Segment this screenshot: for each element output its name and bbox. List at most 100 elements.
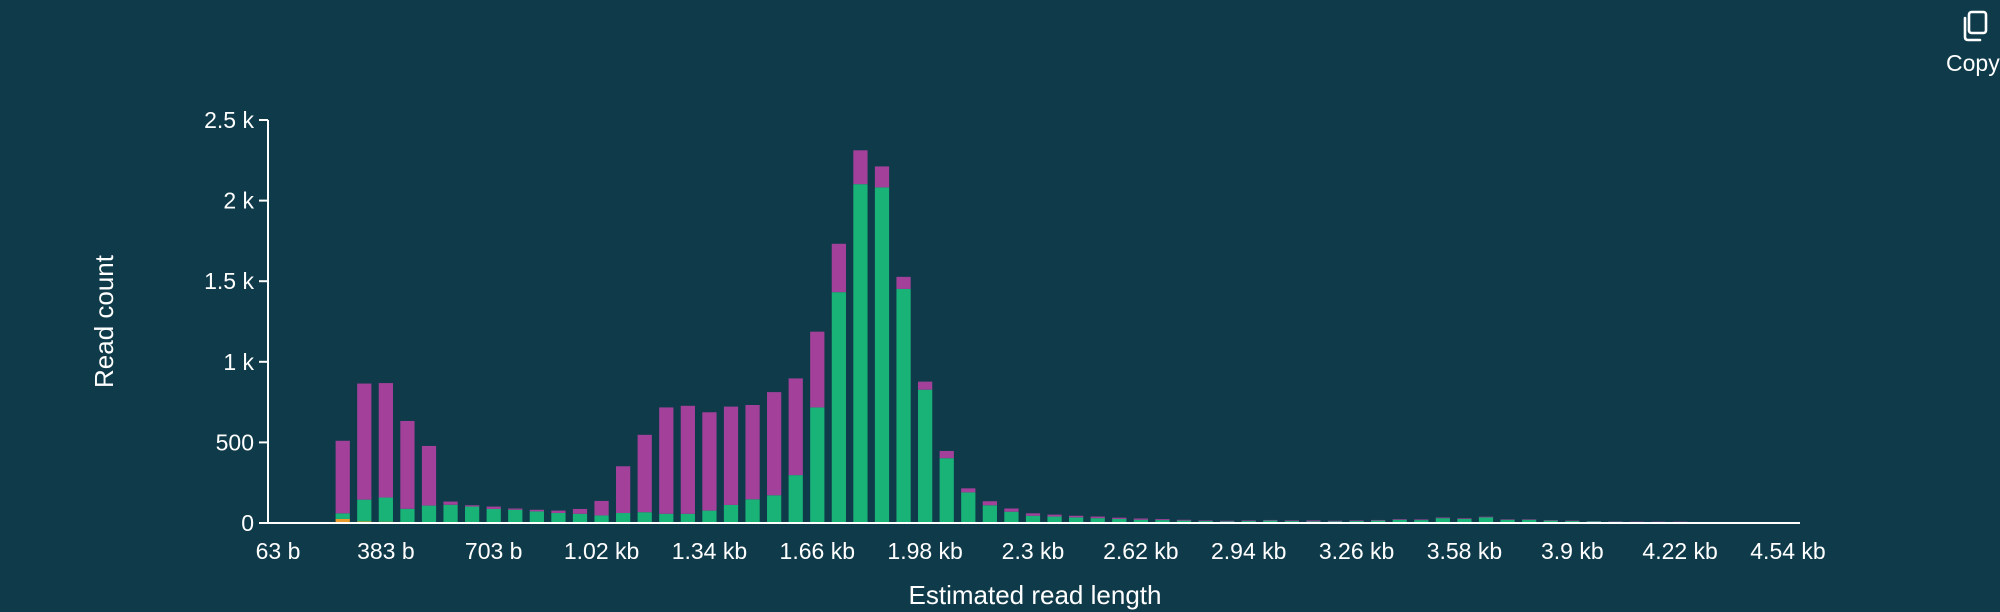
bar-segment-2-15 bbox=[659, 407, 674, 514]
bar-segment-2-0 bbox=[335, 440, 350, 514]
bar-segment-1-32 bbox=[1025, 515, 1041, 523]
x-tick-label-7: 2.3 kb bbox=[1002, 538, 1065, 564]
bar-segment-1-22 bbox=[810, 407, 825, 523]
bar-segment-1-4 bbox=[421, 505, 437, 523]
bar-segment-1-30 bbox=[982, 505, 997, 523]
bar-segment-2-4 bbox=[421, 445, 437, 506]
y-tick-label-0: 0 bbox=[241, 510, 254, 536]
bar-segment-1-31 bbox=[1004, 511, 1019, 523]
bar-segment-2-31 bbox=[1004, 508, 1019, 512]
bar-segment-2-32 bbox=[1025, 513, 1041, 516]
bar-segment-1-25 bbox=[874, 187, 890, 523]
bar-segment-2-1 bbox=[357, 383, 372, 500]
bar-segment-2-36 bbox=[1112, 517, 1127, 519]
bar-segment-2-17 bbox=[702, 412, 717, 511]
bar-segment-2-43 bbox=[1263, 519, 1278, 521]
bar-segment-1-29 bbox=[961, 492, 976, 523]
bar-segment-1-48 bbox=[1371, 520, 1386, 523]
bar-segment-2-29 bbox=[961, 488, 976, 493]
bar-segment-1-27 bbox=[918, 389, 933, 523]
x-ticks: 63 b 383 b 703 b 1.02 kb 1.34 kb 1.66 kb 1.98 … bbox=[256, 538, 1826, 564]
bar-segment-2-35 bbox=[1090, 516, 1105, 519]
axes bbox=[267, 120, 1800, 524]
x-tick-label-4: 1.34 kb bbox=[672, 538, 747, 564]
x-tick-label-12: 3.9 kb bbox=[1541, 538, 1604, 564]
bar-segment-2-20 bbox=[767, 392, 782, 496]
bars-layer bbox=[335, 150, 1774, 523]
bar-segment-2-2 bbox=[378, 383, 393, 498]
x-tick-label-13: 4.22 kb bbox=[1642, 538, 1717, 564]
bar-segment-0-0 bbox=[335, 518, 350, 523]
bar-segment-2-14 bbox=[637, 434, 652, 513]
y-ticks: 0 500 1 k 1.5 k 2 k 2.5 k bbox=[204, 107, 268, 536]
y-tick-label-1: 500 bbox=[216, 429, 254, 455]
bar-segment-1-36 bbox=[1112, 518, 1127, 523]
bar-segment-2-37 bbox=[1133, 518, 1148, 520]
bar-segment-2-8 bbox=[508, 508, 523, 510]
bar-segment-1-1 bbox=[357, 499, 372, 522]
x-tick-label-9: 2.94 kb bbox=[1211, 538, 1286, 564]
bar-segment-1-34 bbox=[1069, 517, 1084, 523]
bar-segment-1-3 bbox=[400, 508, 415, 523]
bar-segment-2-13 bbox=[616, 466, 631, 514]
bar-segment-2-39 bbox=[1176, 519, 1192, 521]
bar-segment-2-11 bbox=[572, 508, 588, 514]
bar-segment-2-5 bbox=[443, 501, 458, 505]
bar-segment-2-3 bbox=[400, 420, 415, 509]
bar-segment-1-51 bbox=[1435, 518, 1450, 523]
bar-segment-1-20 bbox=[767, 495, 782, 523]
bar-segment-1-8 bbox=[508, 509, 523, 523]
bar-segment-1-7 bbox=[486, 508, 501, 523]
bar-segment-1-52 bbox=[1457, 518, 1472, 523]
bar-segment-1-11 bbox=[572, 513, 588, 523]
bar-segment-1-2 bbox=[378, 497, 393, 522]
bar-segment-1-14 bbox=[637, 512, 652, 523]
bar-segment-2-18 bbox=[723, 406, 739, 505]
bar-segment-2-49 bbox=[1392, 519, 1407, 520]
bar-segment-1-39 bbox=[1176, 520, 1192, 523]
bar-segment-1-54 bbox=[1500, 519, 1515, 523]
bar-segment-1-6 bbox=[465, 506, 480, 523]
bar-segment-2-26 bbox=[896, 276, 911, 289]
bar-segment-2-12 bbox=[594, 500, 609, 516]
bar-segment-1-19 bbox=[745, 499, 760, 523]
bar-segment-2-16 bbox=[680, 405, 695, 514]
x-tick-label-6: 1.98 kb bbox=[887, 538, 962, 564]
bar-segment-1-23 bbox=[831, 292, 846, 523]
y-tick-label-2: 1 k bbox=[223, 349, 254, 375]
x-tick-label-10: 3.26 kb bbox=[1319, 538, 1394, 564]
bar-segment-1-35 bbox=[1090, 518, 1105, 523]
bar-segment-2-22 bbox=[810, 331, 825, 408]
bar-segment-2-27 bbox=[918, 381, 933, 390]
bar-segment-2-44 bbox=[1284, 520, 1299, 522]
y-tick-label-3: 1.5 k bbox=[204, 268, 254, 294]
bar-segment-2-24 bbox=[853, 150, 868, 185]
bar-segment-2-19 bbox=[745, 405, 760, 500]
bar-segment-2-7 bbox=[486, 506, 501, 509]
bar-segment-1-43 bbox=[1263, 520, 1278, 523]
x-axis-title: Estimated read length bbox=[909, 580, 1162, 610]
bar-segment-1-13 bbox=[616, 513, 631, 523]
bar-segment-2-38 bbox=[1155, 519, 1170, 521]
bar-segment-1-15 bbox=[659, 513, 674, 523]
bar-segment-2-40 bbox=[1198, 520, 1213, 522]
copy-button[interactable]: Copy bbox=[1944, 6, 2000, 78]
bar-segment-1-12 bbox=[594, 515, 609, 523]
bar-segment-1-21 bbox=[788, 475, 803, 523]
bar-segment-2-10 bbox=[551, 510, 566, 514]
bar-segment-2-53 bbox=[1478, 516, 1494, 518]
bar-segment-1-50 bbox=[1414, 520, 1429, 523]
bar-segment-2-42 bbox=[1241, 520, 1256, 522]
bar-segment-1-26 bbox=[896, 288, 911, 523]
bar-segment-2-41 bbox=[1220, 520, 1235, 522]
bar-segment-2-28 bbox=[939, 450, 954, 459]
bar-segment-1-0 bbox=[335, 513, 350, 519]
bar-segment-1-17 bbox=[702, 510, 717, 523]
bar-segment-2-46 bbox=[1327, 520, 1343, 522]
bar-segment-2-9 bbox=[529, 509, 544, 512]
copy-icon bbox=[1963, 10, 1988, 42]
bar-segment-2-25 bbox=[874, 166, 890, 188]
bar-segment-1-28 bbox=[939, 458, 954, 523]
bar-segment-1-55 bbox=[1522, 519, 1537, 523]
